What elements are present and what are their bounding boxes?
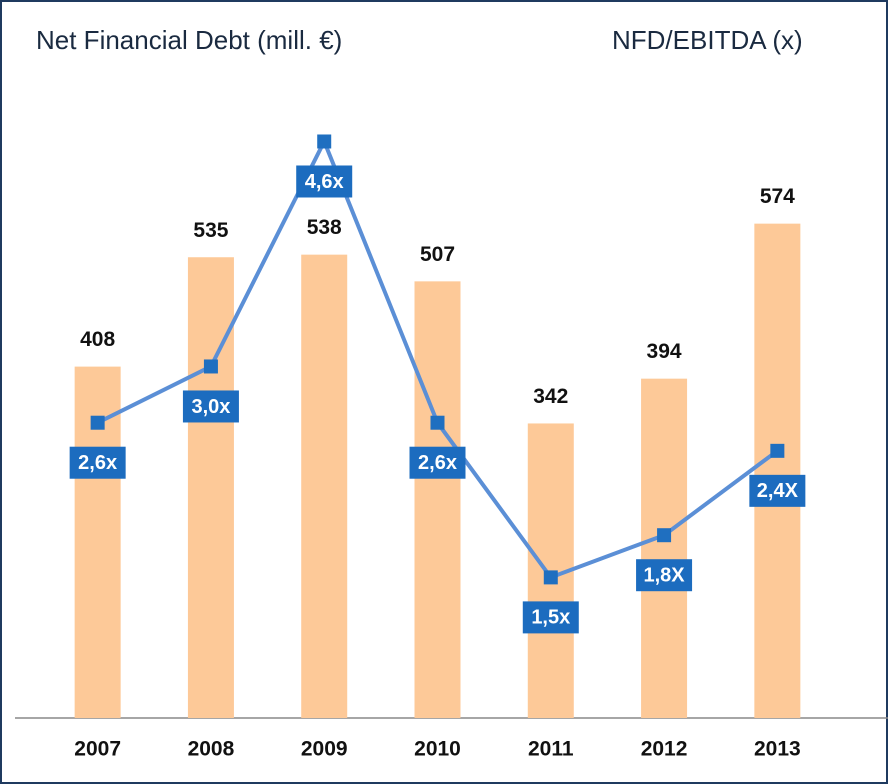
line-marker [317, 134, 332, 149]
x-tick-label: 2009 [301, 738, 348, 761]
bar [301, 254, 348, 718]
bar [641, 378, 688, 718]
line-label-box [69, 446, 126, 479]
bar-label: 535 [193, 219, 228, 242]
line-label: 2,6x [418, 452, 457, 474]
line-label: 1,8X [643, 564, 685, 586]
line-label-box [182, 390, 239, 423]
line-label-box [296, 165, 353, 198]
line-marker [90, 415, 105, 430]
bar-label: 538 [307, 216, 342, 239]
bar-label: 394 [647, 340, 682, 363]
x-tick-label: 2013 [754, 738, 801, 761]
bar [754, 223, 801, 718]
line-label: 1,5x [531, 607, 570, 629]
line-label: 3,0x [191, 396, 230, 418]
line-label: 4,6x [305, 171, 344, 193]
line-label-box [636, 559, 693, 592]
bar-label: 342 [533, 385, 568, 408]
line-label: 2,4X [757, 480, 799, 502]
line-label-box [522, 601, 579, 634]
y2-title: NFD/EBITDA (x) [612, 25, 803, 55]
line-marker [657, 528, 672, 543]
line-marker [770, 443, 785, 458]
chart-title: Net Financial Debt (mill. €) [36, 25, 342, 55]
x-tick-label: 2012 [641, 738, 688, 761]
line-label-box [749, 474, 806, 507]
line-label: 2,6x [78, 452, 117, 474]
line-marker [543, 570, 558, 585]
bar [414, 281, 461, 718]
bar-label: 408 [80, 328, 115, 351]
line-marker [203, 359, 218, 374]
x-tick-label: 2007 [74, 738, 121, 761]
bar-label: 507 [420, 243, 455, 266]
bar [187, 257, 234, 718]
line-marker [430, 415, 445, 430]
x-tick-label: 2010 [414, 738, 461, 761]
x-tick-label: 2011 [528, 738, 574, 761]
bar-label: 574 [760, 185, 795, 208]
line-label-box [409, 446, 466, 479]
x-tick-label: 2008 [188, 738, 235, 761]
